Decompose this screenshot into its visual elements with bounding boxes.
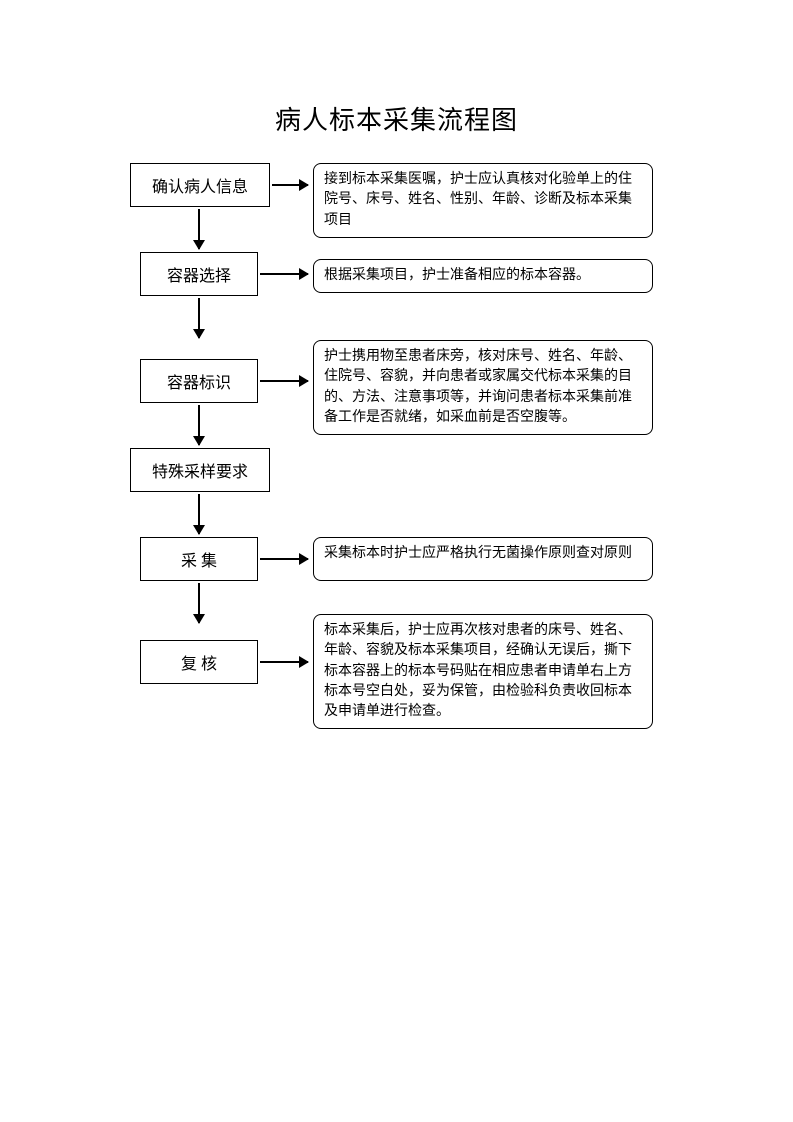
step-special-sampling: 特殊采样要求 — [130, 448, 270, 492]
step-label: 特殊采样要求 — [152, 458, 248, 482]
step-container-selection: 容器选择 — [140, 252, 258, 296]
step-container-labeling: 容器标识 — [140, 359, 258, 403]
desc-text: 采集标本时护士应严格执行无菌操作原则查对原则 — [324, 546, 632, 561]
desc-collection: 采集标本时护士应严格执行无菌操作原则查对原则 — [313, 537, 653, 581]
arrow-down-icon — [198, 298, 200, 338]
step-label: 容器选择 — [167, 262, 231, 286]
arrow-down-icon — [198, 209, 200, 249]
desc-confirm-patient-info: 接到标本采集医嘱，护士应认真核对化验单上的住院号、床号、姓名、性别、年龄、诊断及… — [313, 163, 653, 238]
desc-container-labeling: 护士携用物至患者床旁，核对床号、姓名、年龄、住院号、容貌，并向患者或家属交代标本… — [313, 340, 653, 435]
desc-text: 护士携用物至患者床旁，核对床号、姓名、年龄、住院号、容貌，并向患者或家属交代标本… — [324, 349, 632, 425]
arrow-down-icon — [198, 583, 200, 623]
desc-text: 接到标本采集医嘱，护士应认真核对化验单上的住院号、床号、姓名、性别、年龄、诊断及… — [324, 172, 632, 228]
step-review: 复 核 — [140, 640, 258, 684]
arrow-right-icon — [260, 558, 308, 560]
step-label: 复 核 — [181, 650, 217, 674]
arrow-right-icon — [260, 273, 308, 275]
step-confirm-patient-info: 确认病人信息 — [130, 163, 270, 207]
arrow-down-icon — [198, 405, 200, 445]
step-label: 采 集 — [181, 547, 217, 571]
desc-text: 根据采集项目，护士准备相应的标本容器。 — [324, 268, 590, 283]
arrow-right-icon — [272, 184, 308, 186]
diagram-title: 病人标本采集流程图 — [0, 100, 793, 137]
arrow-right-icon — [260, 661, 308, 663]
step-label: 容器标识 — [167, 369, 231, 393]
desc-container-selection: 根据采集项目，护士准备相应的标本容器。 — [313, 259, 653, 293]
arrow-right-icon — [260, 380, 308, 382]
desc-review: 标本采集后，护士应再次核对患者的床号、姓名、年龄、容貌及标本采集项目，经确认无误… — [313, 614, 653, 729]
step-collection: 采 集 — [140, 537, 258, 581]
step-label: 确认病人信息 — [152, 173, 248, 197]
arrow-down-icon — [198, 494, 200, 534]
desc-text: 标本采集后，护士应再次核对患者的床号、姓名、年龄、容貌及标本采集项目，经确认无误… — [324, 623, 632, 719]
